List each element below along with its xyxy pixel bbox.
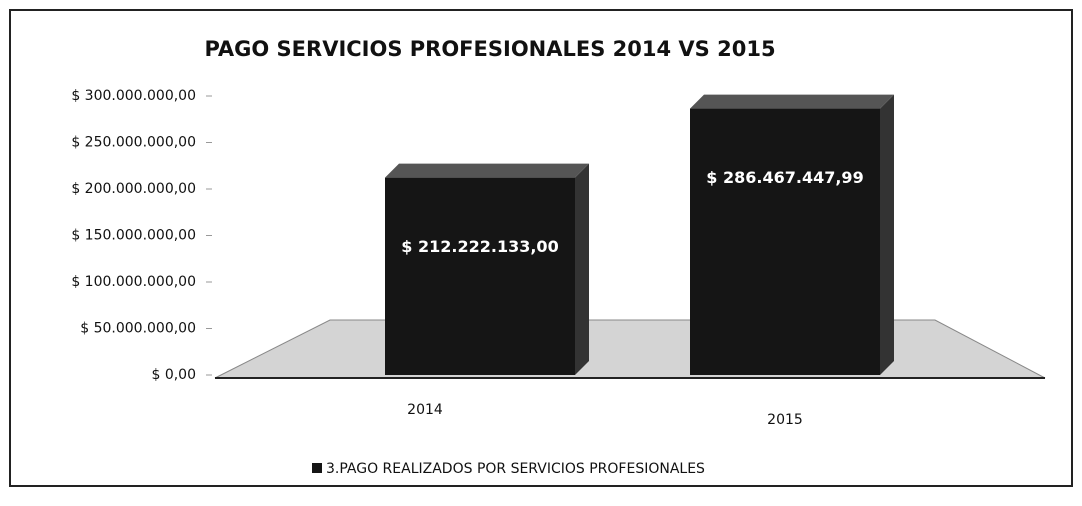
floor bbox=[214, 319, 1046, 379]
bar-side bbox=[880, 94, 894, 376]
y-tick-label: $ 250.000.000,00 bbox=[71, 135, 196, 151]
bar-top bbox=[385, 163, 589, 178]
y-tick-label: $ 200.000.000,00 bbox=[71, 181, 196, 197]
y-tick-label: $ 100.000.000,00 bbox=[71, 274, 196, 290]
bar bbox=[690, 108, 880, 376]
data-label: $ 212.222.133,00 bbox=[401, 237, 558, 256]
chart-title: PAGO SERVICIOS PROFESIONALES 2014 VS 201… bbox=[204, 37, 775, 61]
bar-top bbox=[690, 94, 894, 109]
data-label: $ 286.467.447,99 bbox=[706, 168, 863, 187]
legend-label: 3.PAGO REALIZADOS POR SERVICIOS PROFESIO… bbox=[326, 461, 705, 477]
y-tick-label: $ 300.000.000,00 bbox=[71, 88, 196, 104]
bar-side bbox=[575, 163, 589, 375]
y-tick-label: $ 0,00 bbox=[151, 367, 196, 383]
y-tick-label: $ 150.000.000,00 bbox=[71, 228, 196, 244]
bar bbox=[385, 177, 575, 375]
x-tick-label: 2014 bbox=[407, 402, 443, 418]
y-tick-label: $ 50.000.000,00 bbox=[80, 321, 196, 337]
x-tick-label: 2015 bbox=[767, 412, 803, 428]
legend-swatch bbox=[312, 463, 322, 473]
